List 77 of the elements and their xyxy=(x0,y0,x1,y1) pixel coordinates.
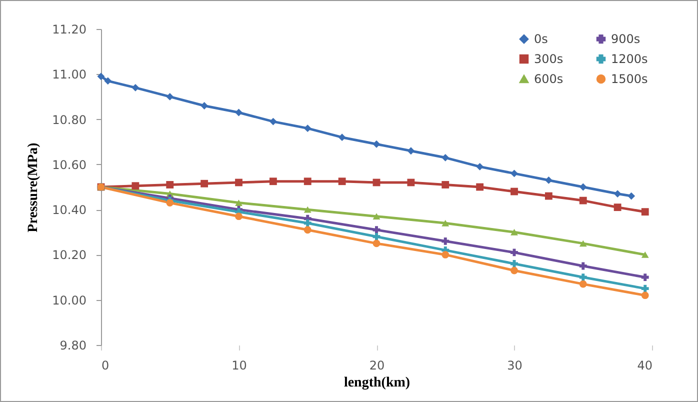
point xyxy=(104,77,112,85)
y-tick-label: 10.00 xyxy=(52,293,86,308)
point xyxy=(476,162,484,170)
point xyxy=(510,188,518,196)
point xyxy=(579,262,587,270)
point xyxy=(372,213,380,220)
point xyxy=(372,226,380,234)
point xyxy=(442,237,450,245)
point xyxy=(132,182,140,190)
point xyxy=(476,183,484,191)
point xyxy=(407,147,415,155)
point xyxy=(442,220,450,226)
point xyxy=(166,181,174,188)
point xyxy=(579,280,587,288)
point xyxy=(269,178,277,186)
point xyxy=(132,84,140,92)
y-tick-label: 10.80 xyxy=(52,112,86,127)
point xyxy=(579,274,587,281)
y-tick-label: 10.20 xyxy=(52,248,86,262)
x-axis-title: length(km) xyxy=(344,376,410,390)
y-tick-label: 9.80 xyxy=(60,338,86,352)
point xyxy=(579,196,587,204)
point xyxy=(200,180,208,188)
point xyxy=(338,178,346,186)
legend-label: 1200s xyxy=(611,52,648,66)
x-tick-label: 20 xyxy=(369,358,385,372)
point xyxy=(235,178,242,186)
point xyxy=(579,183,587,191)
legend-label: 900s xyxy=(611,32,640,46)
point xyxy=(579,240,587,247)
point xyxy=(304,226,312,234)
point xyxy=(97,72,105,80)
point xyxy=(235,212,242,220)
legend-label: 600s xyxy=(534,72,564,86)
point xyxy=(510,170,518,178)
point xyxy=(510,228,518,236)
point xyxy=(641,274,649,281)
x-tick-label: 30 xyxy=(507,358,522,372)
legend-label: 1500s xyxy=(611,72,648,86)
point xyxy=(304,219,312,227)
point xyxy=(269,118,277,126)
point xyxy=(628,192,636,200)
x-tick-label: 40 xyxy=(637,358,652,372)
point xyxy=(338,134,346,142)
point xyxy=(510,266,518,274)
point xyxy=(442,251,450,258)
point xyxy=(304,178,312,186)
point xyxy=(442,181,450,188)
point xyxy=(166,199,174,206)
point xyxy=(235,200,242,206)
point xyxy=(641,252,649,258)
point xyxy=(614,190,622,198)
point xyxy=(641,284,649,292)
y-tick-label: 10.40 xyxy=(52,203,86,218)
point xyxy=(304,206,312,213)
legend-label: 300s xyxy=(534,52,564,66)
y-tick-label: 11.20 xyxy=(52,22,86,36)
point xyxy=(407,178,415,186)
point xyxy=(166,93,174,100)
point xyxy=(641,208,649,216)
point xyxy=(304,124,312,132)
point xyxy=(372,232,380,240)
point xyxy=(614,204,622,212)
y-tick-label: 10.60 xyxy=(52,158,86,172)
point xyxy=(544,176,552,184)
point xyxy=(372,240,380,248)
y-tick-label: 11.00 xyxy=(52,68,86,82)
point xyxy=(200,102,208,110)
point xyxy=(641,292,649,300)
point xyxy=(510,248,518,256)
x-tick-label: 0 xyxy=(102,358,110,372)
point xyxy=(544,192,552,200)
x-tick-label: 10 xyxy=(232,358,247,372)
y-axis-title: Pressure(MPa) xyxy=(26,142,42,232)
legend-label: 0s xyxy=(534,32,548,46)
point xyxy=(372,140,380,148)
point xyxy=(442,154,450,162)
